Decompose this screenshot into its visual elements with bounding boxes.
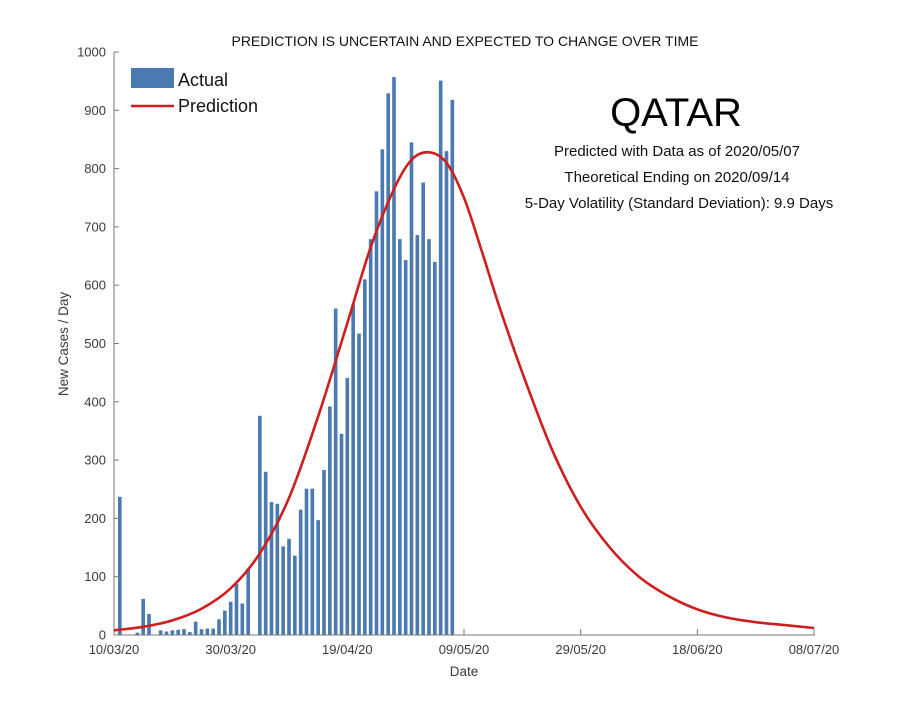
bar-actual (450, 99, 455, 635)
bar-actual (199, 629, 204, 635)
y-tick-label: 900 (84, 103, 106, 118)
bar-actual (368, 239, 373, 635)
bar-actual (363, 279, 367, 635)
x-tick-label: 10/03/20 (89, 642, 140, 657)
bar-actual (433, 261, 437, 635)
bar-actual (275, 503, 280, 635)
bar-actual (170, 630, 175, 635)
bar-actual (351, 304, 355, 635)
x-tick-label: 08/07/20 (789, 642, 840, 657)
bar-actual (281, 546, 285, 635)
bar-actual (118, 496, 122, 635)
bars-group (118, 77, 455, 636)
x-ticks: 10/03/20 30/03/20 19/04/20 09/05/20 29/05/20… (89, 629, 840, 657)
bar-actual (293, 555, 297, 635)
legend-actual-swatch (131, 68, 174, 88)
bar-actual (228, 601, 233, 635)
bar-actual (392, 77, 396, 635)
chart-title: PREDICTION IS UNCERTAIN AND EXPECTED TO … (231, 33, 698, 49)
prediction-line (113, 150, 815, 632)
y-tick-label: 800 (84, 161, 106, 176)
bar-actual (158, 630, 163, 635)
y-tick-label: 100 (84, 569, 106, 584)
bar-actual (182, 629, 186, 635)
ending-note: Theoretical Ending on 2020/09/14 (564, 169, 789, 186)
bar-actual (205, 628, 210, 635)
bar-actual (398, 239, 402, 635)
bar-actual (234, 583, 239, 635)
x-tick-label: 19/04/20 (322, 642, 373, 657)
bar-actual (188, 632, 192, 635)
volatility-note: 5-Day Volatility (Standard Deviation): 9… (525, 195, 833, 212)
y-tick-label: 600 (84, 278, 106, 293)
x-axis-label: Date (450, 664, 479, 679)
bar-actual (386, 93, 390, 635)
legend-actual-label: Actual (178, 70, 228, 90)
legend-prediction-label: Prediction (178, 96, 258, 116)
bar-actual (298, 509, 303, 635)
bar-actual (427, 239, 431, 635)
bar-actual (263, 471, 268, 635)
bar-actual (409, 142, 414, 635)
bar-actual (135, 632, 140, 635)
bar-actual (403, 260, 408, 635)
x-tick-label: 30/03/20 (205, 642, 256, 657)
legend: Actual Prediction (131, 68, 258, 116)
bar-actual (310, 488, 315, 635)
bar-actual (421, 182, 425, 635)
y-tick-label: 400 (84, 394, 106, 409)
bar-actual (333, 308, 338, 635)
bar-actual (438, 80, 443, 635)
bar-actual (415, 235, 420, 635)
data-date-note: Predicted with Data as of 2020/05/07 (554, 143, 800, 160)
bar-actual (240, 603, 245, 635)
y-tick-label: 200 (84, 511, 106, 526)
bar-actual (328, 406, 332, 635)
x-tick-label: 18/06/20 (672, 642, 723, 657)
bar-actual (339, 433, 344, 635)
bar-actual (316, 520, 320, 635)
bar-actual (357, 333, 361, 635)
y-axis-label: New Cases / Day (56, 292, 71, 397)
y-tick-label: 500 (84, 336, 106, 351)
bar-actual (246, 568, 250, 635)
bar-actual (374, 191, 379, 635)
bar-actual (223, 610, 227, 635)
bar-actual (322, 470, 326, 635)
bar-actual (193, 621, 198, 635)
y-tick-label: 1000 (77, 45, 106, 60)
bar-actual (217, 619, 221, 635)
bar-actual (258, 415, 262, 635)
bar-actual (164, 631, 169, 635)
bar-actual (304, 488, 309, 635)
y-tick-label: 700 (84, 219, 106, 234)
bar-actual (269, 502, 274, 635)
bar-actual (345, 377, 350, 635)
y-tick-label: 0 (99, 628, 106, 643)
country-title: QATAR (610, 91, 742, 135)
bar-actual (380, 149, 385, 636)
y-ticks: 0 100 200 300 400 500 600 700 800 900 1000 (77, 45, 119, 643)
bar-actual (141, 598, 145, 635)
bar-actual (444, 151, 449, 636)
bar-actual (211, 628, 215, 635)
bar-actual (287, 538, 291, 635)
bar-actual (176, 629, 180, 635)
y-tick-label: 300 (84, 453, 106, 468)
x-tick-label: 29/05/20 (555, 642, 606, 657)
x-tick-label: 09/05/20 (439, 642, 490, 657)
